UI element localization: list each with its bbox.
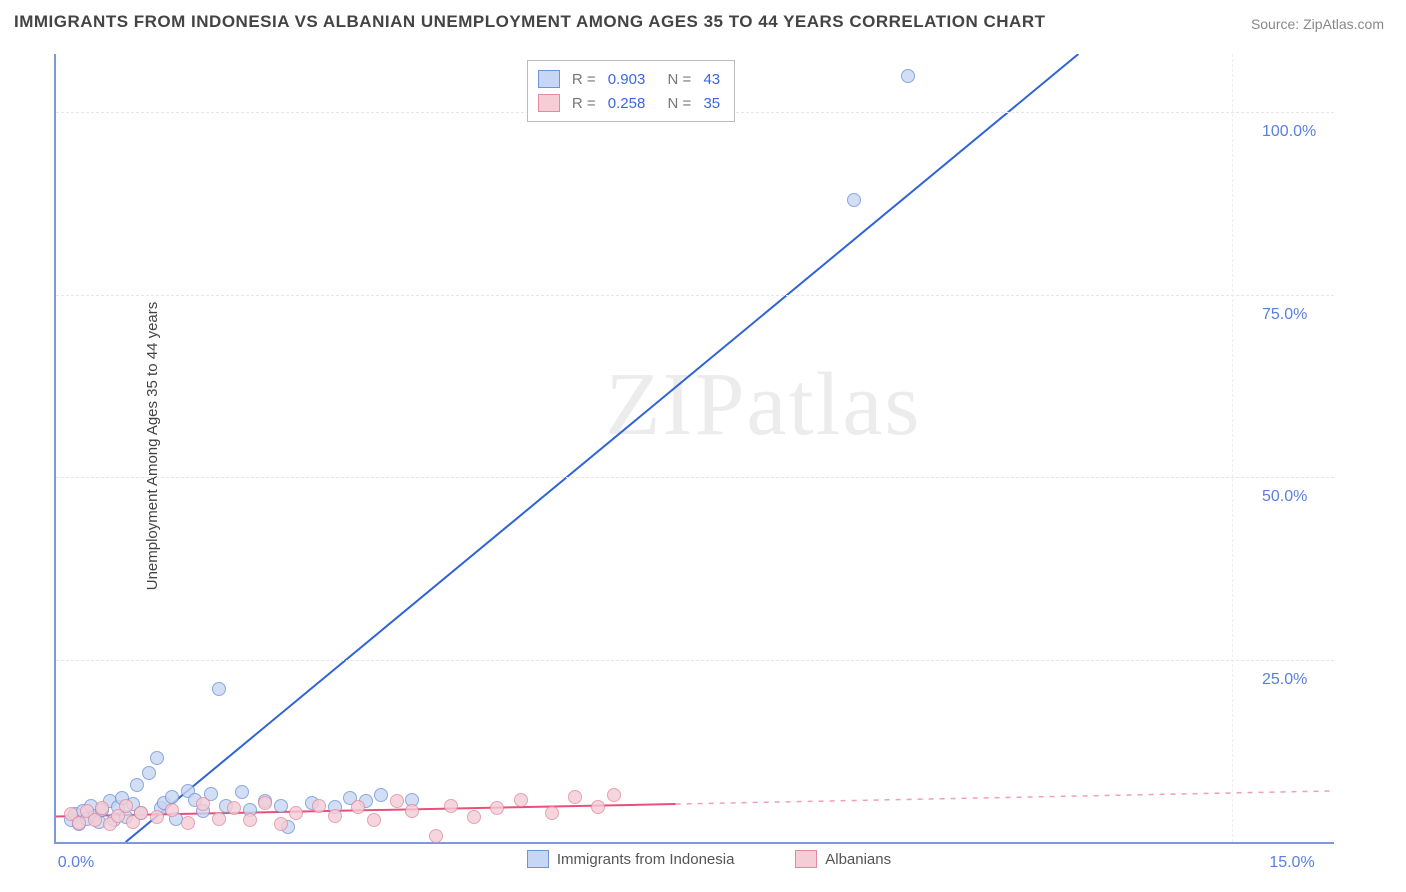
correlation-legend: R = 0.903 N = 43 R = 0.258 N = 35 — [527, 60, 735, 122]
gridline-v — [1232, 54, 1233, 842]
data-point — [312, 799, 326, 813]
data-point — [467, 810, 481, 824]
legend-r-label: R = — [572, 71, 596, 88]
series-legend-blue: Immigrants from Indonesia — [527, 850, 735, 868]
legend-n-blue: 43 — [703, 71, 720, 88]
data-point — [235, 785, 249, 799]
legend-r-label: R = — [572, 95, 596, 112]
legend-swatch-blue — [527, 850, 549, 868]
data-point — [847, 193, 861, 207]
data-point — [444, 799, 458, 813]
data-point — [289, 806, 303, 820]
legend-n-pink: 35 — [703, 95, 720, 112]
series-label-pink: Albanians — [825, 851, 891, 868]
legend-row-blue: R = 0.903 N = 43 — [538, 67, 724, 91]
gridline-h — [56, 660, 1334, 661]
legend-swatch-pink — [795, 850, 817, 868]
series-legend-pink: Albanians — [795, 850, 891, 868]
data-point — [901, 69, 915, 83]
y-tick-label: 25.0% — [1262, 671, 1307, 689]
x-tick-label: 0.0% — [58, 854, 94, 872]
chart-title: IMMIGRANTS FROM INDONESIA VS ALBANIAN UN… — [14, 12, 1045, 32]
legend-swatch-blue — [538, 70, 560, 88]
data-point — [258, 796, 272, 810]
data-point — [367, 813, 381, 827]
y-tick-label: 50.0% — [1262, 488, 1307, 506]
data-point — [134, 806, 148, 820]
legend-n-label: N = — [668, 71, 692, 88]
data-point — [545, 806, 559, 820]
source-label: Source: ZipAtlas.com — [1251, 16, 1384, 32]
data-point — [490, 801, 504, 815]
data-point — [72, 816, 86, 830]
data-point — [212, 812, 226, 826]
legend-row-pink: R = 0.258 N = 35 — [538, 91, 724, 115]
y-tick-label: 75.0% — [1262, 306, 1307, 324]
data-point — [591, 800, 605, 814]
data-point — [88, 813, 102, 827]
gridline-h — [56, 295, 1334, 296]
legend-n-label: N = — [668, 95, 692, 112]
data-point — [196, 797, 210, 811]
data-point — [274, 799, 288, 813]
data-point — [95, 801, 109, 815]
x-tick-label: 15.0% — [1269, 854, 1314, 872]
data-point — [212, 682, 226, 696]
data-point — [390, 794, 404, 808]
data-point — [119, 799, 133, 813]
trend-lines-svg — [56, 54, 1334, 842]
legend-r-pink: 0.258 — [608, 95, 646, 112]
data-point — [181, 816, 195, 830]
data-point — [165, 790, 179, 804]
data-point — [274, 817, 288, 831]
y-tick-label: 100.0% — [1262, 123, 1316, 141]
data-point — [150, 810, 164, 824]
legend-swatch-pink — [538, 94, 560, 112]
gridline-h — [56, 477, 1334, 478]
data-point — [142, 766, 156, 780]
data-point — [328, 809, 342, 823]
legend-r-blue: 0.903 — [608, 71, 646, 88]
data-point — [227, 801, 241, 815]
data-point — [130, 778, 144, 792]
data-point — [607, 788, 621, 802]
data-point — [165, 803, 179, 817]
data-point — [405, 804, 419, 818]
data-point — [514, 793, 528, 807]
data-point — [150, 751, 164, 765]
data-point — [351, 800, 365, 814]
data-point — [429, 829, 443, 843]
plot-area: ZIPatlas — [54, 54, 1334, 844]
data-point — [568, 790, 582, 804]
data-point — [374, 788, 388, 802]
series-label-blue: Immigrants from Indonesia — [557, 851, 735, 868]
data-point — [243, 813, 257, 827]
